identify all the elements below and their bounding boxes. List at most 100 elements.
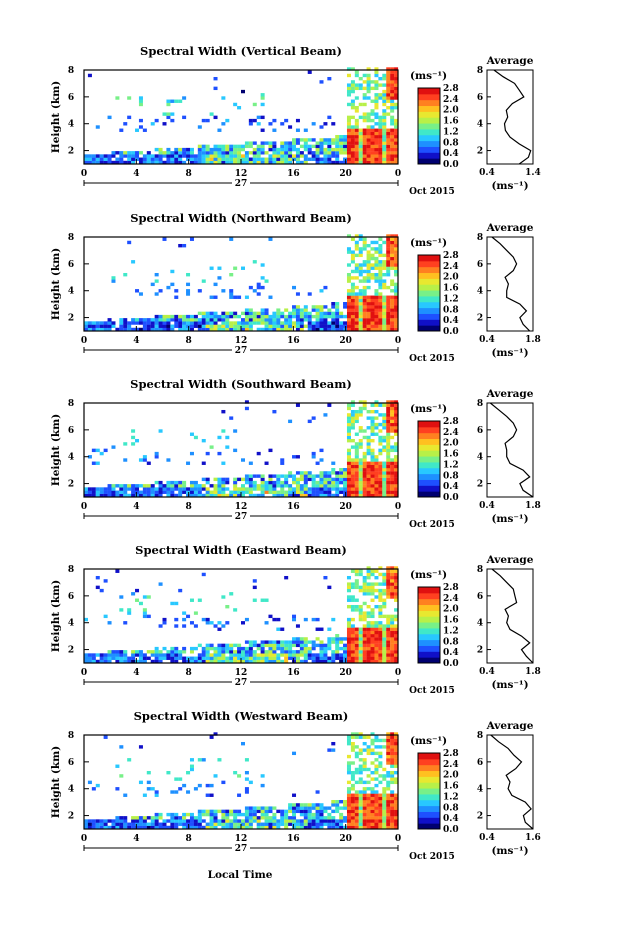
x-tick-label: 0 (395, 834, 401, 844)
heatmap-cell (374, 157, 379, 161)
heatmap-cell (382, 803, 387, 807)
profile-y-tick-label: 2 (477, 314, 483, 324)
heatmap-cell (366, 803, 371, 807)
heatmap-cells (84, 566, 399, 664)
heatmap-cell (366, 825, 371, 830)
heatmap-cell (319, 289, 324, 293)
heatmap-cell (358, 400, 363, 404)
heatmap-cell (386, 141, 391, 145)
heatmap-cell (354, 442, 359, 446)
heatmap-cell (135, 128, 140, 132)
heatmap-cell (150, 484, 155, 488)
heatmap-cell (382, 793, 387, 797)
heatmap-cell (331, 141, 336, 145)
heatmap-cell (225, 643, 230, 648)
heatmap-cell (394, 754, 399, 759)
heatmap-cell (394, 796, 399, 801)
heatmap-cell (225, 604, 230, 609)
heatmap-cell (284, 157, 289, 161)
heatmap-cell (390, 266, 395, 270)
heatmap-cell (292, 477, 297, 482)
heatmap-cell (142, 653, 147, 657)
heatmap-cell (370, 311, 375, 316)
heatmap-cell (268, 141, 273, 145)
heatmap-cell (178, 819, 183, 823)
heatmap-cell (205, 783, 210, 788)
heatmap-cell (378, 745, 383, 749)
heatmap-cell (264, 327, 269, 332)
heatmap-cell (358, 295, 363, 299)
heatmap-cell (241, 458, 245, 462)
heatmap-cell (197, 125, 202, 129)
heatmap-cell (394, 76, 399, 81)
colorbar-tick-label: 2.0 (443, 771, 459, 781)
profile-x-tick-label: 0.4 (479, 335, 495, 345)
heatmap-cell (390, 138, 395, 142)
heatmap-cell (382, 426, 387, 430)
heatmap-cell (346, 234, 351, 238)
heatmap-cell (252, 311, 257, 316)
heatmap-cell (386, 464, 391, 469)
heatmap-cell (358, 490, 363, 494)
heatmap-cell (327, 585, 332, 590)
heatmap-cell (87, 493, 92, 498)
heatmap-cell (84, 825, 88, 830)
heatmap-cell (390, 780, 395, 785)
heatmap-cell (135, 484, 140, 488)
heatmap-cells (84, 732, 399, 830)
heatmap-cell (362, 471, 367, 475)
heatmap-cell (366, 147, 371, 152)
heatmap-cell (280, 816, 285, 820)
heatmap-cell (382, 477, 387, 482)
heatmap-cell (103, 735, 108, 739)
heatmap-cell (303, 653, 308, 657)
heatmap-cell (174, 816, 179, 820)
colorbar-tick-label: 1.6 (443, 782, 459, 792)
heatmap-cell (346, 426, 351, 430)
heatmap-cell (135, 653, 140, 657)
heatmap-cell (115, 650, 120, 654)
heatmap-cell (394, 96, 399, 100)
heatmap-cell (256, 819, 261, 823)
heatmap-cell (295, 403, 300, 407)
heatmap-cell (217, 435, 222, 440)
heatmap-cell (390, 308, 395, 312)
profile-y-tick-label: 6 (477, 93, 483, 103)
heatmap-cell (374, 314, 379, 319)
y-tick-label: 6 (68, 260, 74, 270)
heatmap-cell (386, 269, 391, 274)
heatmap-cell (354, 493, 359, 498)
heatmap-cell (386, 751, 391, 756)
heatmap-cell (260, 653, 265, 657)
heatmap-cell (244, 825, 249, 830)
heatmap-cell (315, 803, 320, 807)
heatmap-cell (272, 659, 277, 664)
heatmap-cell (378, 279, 383, 283)
heatmap-cell (346, 770, 351, 775)
heatmap-cell (307, 816, 312, 820)
heatmap-cell (189, 157, 194, 161)
heatmap-cell (189, 621, 194, 625)
heatmap-cell (107, 157, 112, 161)
heatmap-cell (221, 812, 226, 817)
heatmap-cell (366, 480, 371, 485)
heatmap-cell (201, 327, 206, 332)
heatmap-cell (382, 653, 387, 657)
heatmap-cell (350, 403, 355, 407)
heatmap-cell (358, 617, 363, 622)
heatmap-cell (284, 318, 289, 322)
heatmap-cell (150, 321, 155, 325)
heatmap-cell (256, 314, 261, 319)
heatmap-cell (366, 806, 371, 810)
heatmap-cell (221, 409, 226, 414)
heatmap-cell (354, 292, 359, 296)
heatmap-cell (346, 480, 351, 485)
heatmap-cell (354, 812, 359, 817)
heatmap-cell (182, 650, 187, 654)
heatmap-cell (135, 157, 140, 161)
heatmap-cell (311, 138, 316, 142)
heatmap-cell (158, 487, 163, 491)
heatmap-cell (382, 627, 387, 631)
heatmap-cell (390, 80, 395, 84)
heatmap-cell (241, 656, 245, 660)
